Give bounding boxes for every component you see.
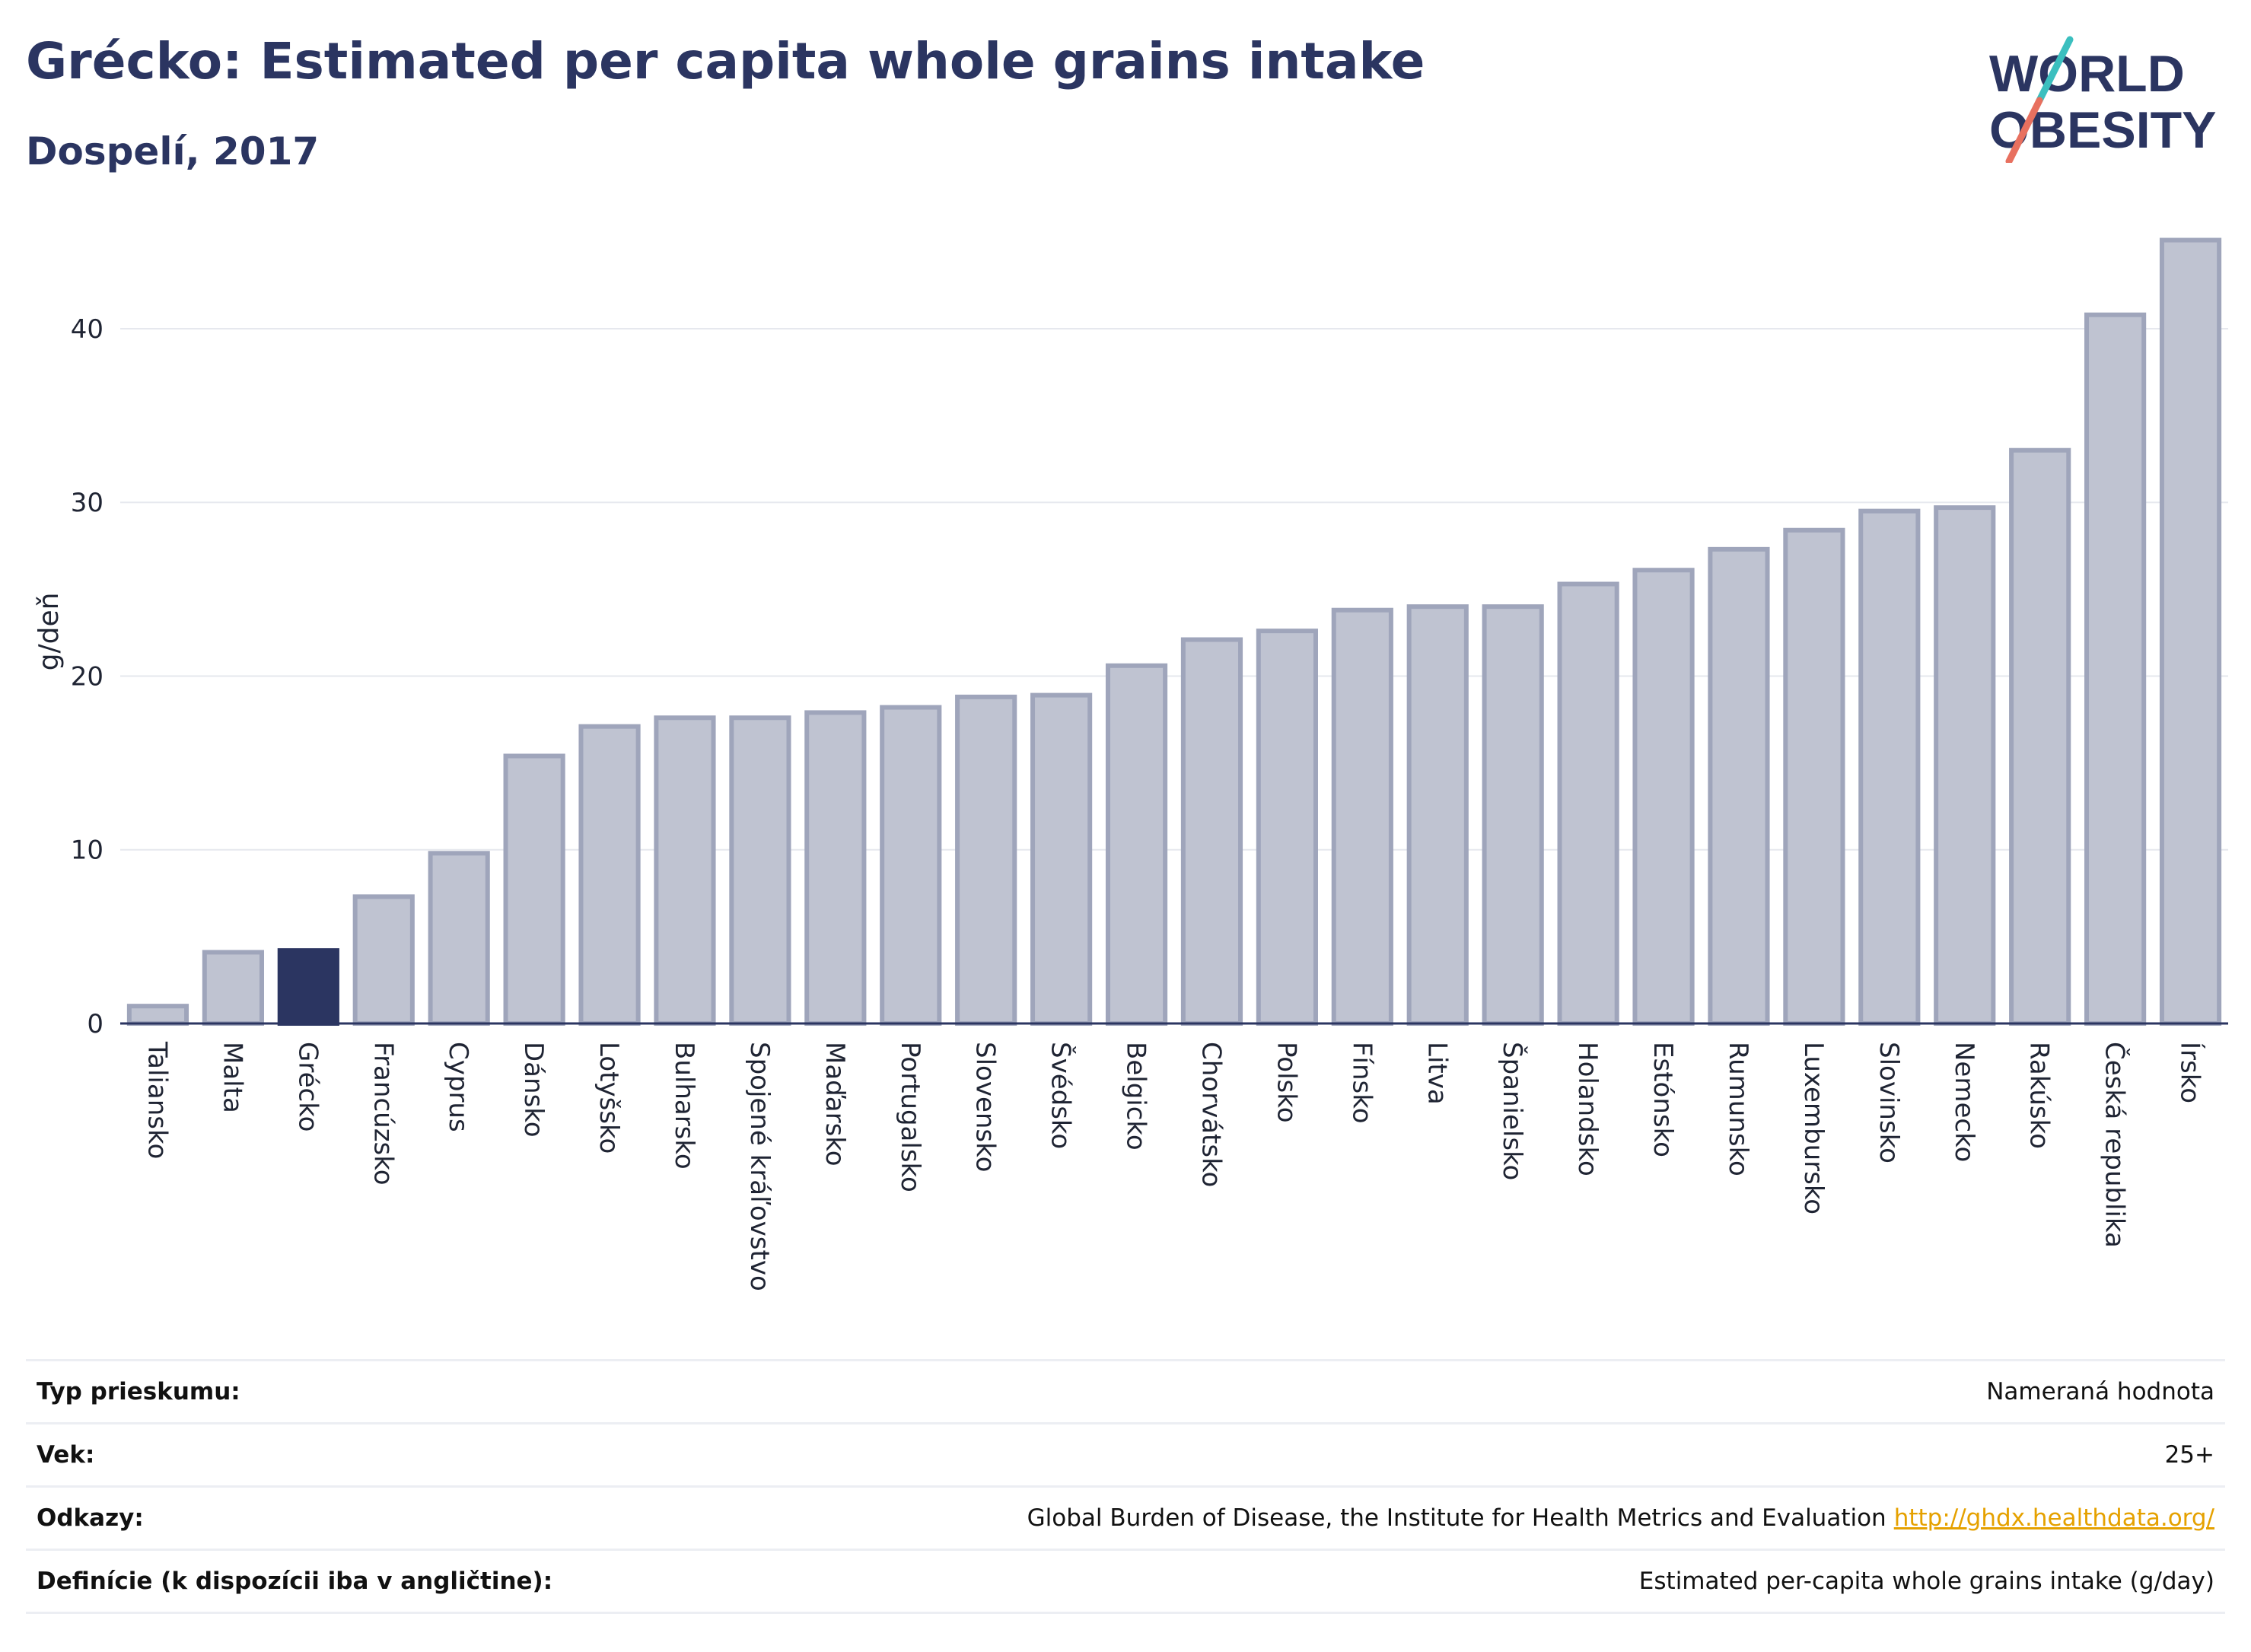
info-value: Estimated per-capita whole grains intake…: [1638, 1568, 2214, 1595]
x-tick-label: Maďarsko: [820, 1042, 850, 1167]
x-tick-label: Nemecko: [1949, 1042, 1979, 1162]
info-row-references: Odkazy: Global Burden of Disease, the In…: [26, 1488, 2225, 1551]
bar: [955, 694, 1017, 1026]
bar: [1708, 546, 1770, 1026]
x-tick-label: Španielsko: [1497, 1042, 1528, 1180]
bar: [2159, 237, 2222, 1027]
x-tick-label: Spojené kráľovstvo: [744, 1042, 775, 1291]
bar: [1105, 663, 1168, 1026]
x-tick-label: Luxembursko: [1798, 1042, 1829, 1214]
info-row-definitions: Definície (k dispozícii iba v angličtine…: [26, 1551, 2225, 1614]
x-tick-label: Rumunsko: [1723, 1042, 1753, 1176]
bar: [503, 753, 565, 1026]
bar: [880, 705, 942, 1027]
x-tick-label: Taliansko: [142, 1041, 172, 1159]
x-tick-label: Írsko: [2175, 1042, 2206, 1103]
x-tick-label: Rakúsko: [2024, 1042, 2055, 1149]
y-tick-label: 20: [71, 661, 103, 692]
bar: [1406, 604, 1469, 1026]
x-tick-label: Slovensko: [970, 1042, 1001, 1172]
x-tick-label: Švédsko: [1046, 1042, 1077, 1149]
y-tick-label: 30: [71, 488, 103, 518]
info-value-wrap: Global Burden of Disease, the Institute …: [1027, 1504, 2214, 1532]
bar: [1331, 607, 1393, 1026]
bar: [126, 1004, 189, 1027]
bar-chart: 0 10 20 30 40 g/deň Taliansko Malta Grécko Francú…: [33, 237, 2228, 1291]
y-tick-label: 10: [71, 836, 103, 866]
bar: [654, 715, 716, 1026]
x-tick-label: Bulharsko: [669, 1042, 699, 1170]
x-tick-label: Francúzsko: [368, 1042, 398, 1186]
bar: [352, 894, 415, 1026]
bar: [1632, 568, 1695, 1026]
world-obesity-logo: WORLD OBESITY: [1989, 36, 2217, 163]
logo-line-1: WORLD: [1989, 45, 2185, 103]
bar: [1482, 604, 1544, 1026]
info-value: Global Burden of Disease, the Institute …: [1027, 1504, 1886, 1532]
x-tick-label: Lotyšsko: [594, 1042, 624, 1154]
bar: [1557, 581, 1619, 1026]
x-tick-label: Estónsko: [1648, 1042, 1678, 1157]
info-table: Typ prieskumu: Nameraná hodnota Vek: 25+…: [26, 1359, 2225, 1614]
bar: [578, 724, 641, 1026]
bar: [428, 851, 490, 1026]
x-tick-label: Litva: [1422, 1042, 1452, 1105]
y-axis-label: g/deň: [33, 593, 65, 671]
info-row-survey-type: Typ prieskumu: Nameraná hodnota: [26, 1361, 2225, 1424]
x-tick-label: Grécko: [292, 1042, 323, 1132]
bar: [1783, 527, 1845, 1026]
page-subtitle: Dospelí, 2017: [26, 129, 320, 173]
page-title: Grécko: Estimated per capita whole grain…: [26, 32, 1425, 91]
bar: [202, 950, 264, 1027]
bar: [1934, 505, 1996, 1026]
info-row-age: Vek: 25+: [26, 1424, 2225, 1488]
x-tick-label: Belgicko: [1121, 1042, 1151, 1151]
x-tick-label: Dánsko: [518, 1042, 549, 1138]
x-tick-label: Fínsko: [1346, 1042, 1377, 1124]
bar: [804, 710, 867, 1026]
x-tick-label: Portugalsko: [895, 1042, 925, 1192]
bar: [1030, 692, 1093, 1027]
x-tick-label: Holandsko: [1572, 1042, 1603, 1176]
bar: [1180, 637, 1243, 1026]
x-tick-label: Malta: [217, 1042, 247, 1113]
x-tick-label: Česká republika: [2100, 1042, 2131, 1248]
info-label: Odkazy:: [37, 1504, 144, 1532]
x-tick-label: Cyprus: [443, 1042, 473, 1132]
bar: [277, 948, 339, 1027]
x-tick-label: Chorvátsko: [1196, 1042, 1226, 1187]
bar: [729, 715, 791, 1026]
info-label: Definície (k dispozícii iba v angličtine…: [37, 1568, 553, 1595]
bar: [1256, 629, 1318, 1026]
info-label: Vek:: [37, 1441, 95, 1469]
bar: [1858, 508, 1921, 1026]
x-tick-label: Polsko: [1271, 1042, 1301, 1123]
x-tick-label: Slovinsko: [1874, 1042, 1904, 1163]
info-value: Nameraná hodnota: [1986, 1378, 2214, 1405]
y-tick-label: 40: [71, 314, 103, 345]
reference-link[interactable]: http://ghdx.healthdata.org/: [1893, 1504, 2214, 1532]
info-value: 25+: [2164, 1441, 2214, 1469]
info-label: Typ prieskumu:: [37, 1378, 240, 1405]
y-tick-label: 0: [87, 1009, 103, 1039]
bar: [2009, 447, 2071, 1026]
bar: [2084, 312, 2147, 1026]
